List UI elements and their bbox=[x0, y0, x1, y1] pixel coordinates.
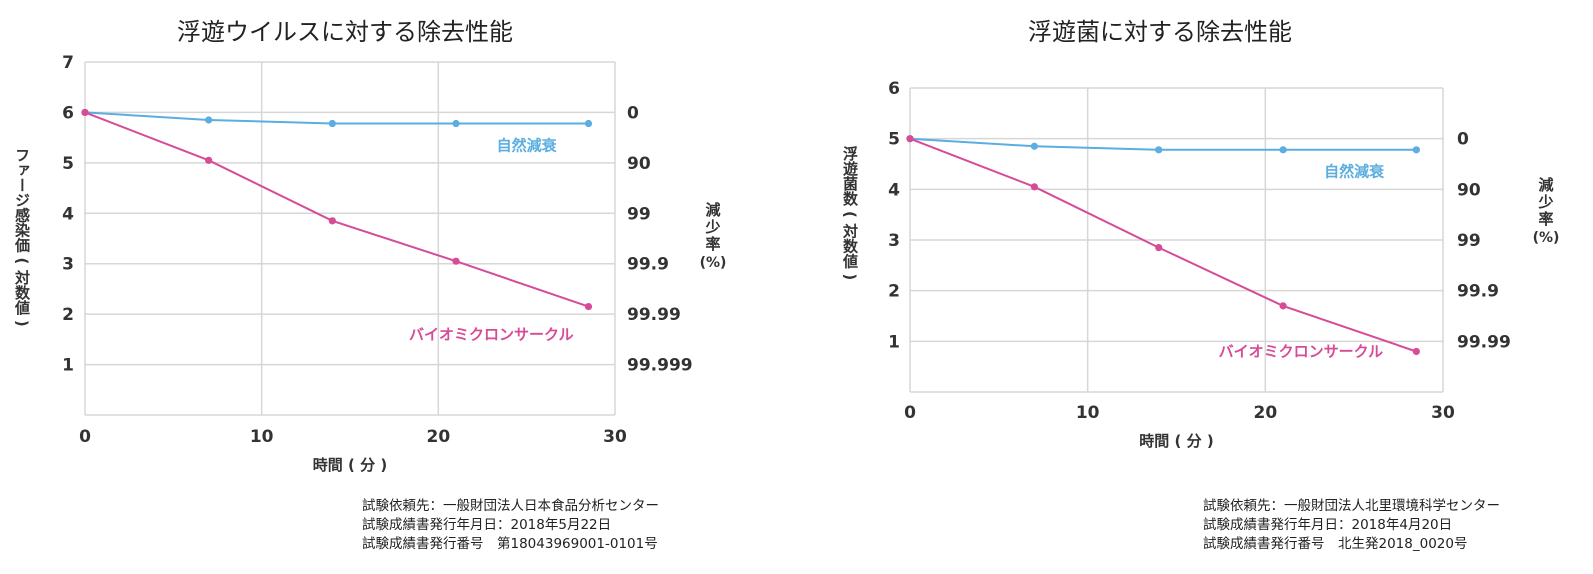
data-point bbox=[1155, 146, 1163, 154]
credits-virus: 試験依頼先：一般財団法人日本食品分析センター 試験成績書発行年月日：2018年5… bbox=[362, 497, 659, 554]
chart-virus: 浮遊ウイルスに対する除去性能 0 10 20 30 1 2 3 4 5 6 7 0 90 99 99.9 99.… bbox=[13, 18, 727, 474]
data-point bbox=[81, 108, 89, 117]
y2-tick-label: 0 bbox=[1457, 130, 1469, 150]
y2-tick-label: 99 bbox=[1457, 231, 1481, 251]
series-label: 自然減衰 bbox=[1324, 163, 1385, 181]
x-tick-label: 0 bbox=[79, 427, 91, 447]
series-label: バイオミクロンサークル bbox=[1219, 343, 1384, 361]
data-point bbox=[584, 119, 593, 128]
chart-bacteria: 浮遊菌に対する除去性能 0 10 20 30 1 2 3 4 5 6 0 90 99 99.9 99.99 時間… bbox=[841, 18, 1560, 450]
y2-axis-label: 減少率(%) bbox=[700, 201, 727, 271]
data-point bbox=[1279, 146, 1287, 154]
x-tick-label: 0 bbox=[904, 403, 916, 423]
y2-tick-label: 99.9 bbox=[627, 255, 669, 275]
data-point bbox=[1030, 142, 1038, 150]
x-axis-label: 時間 ( 分 ) bbox=[313, 456, 387, 474]
y-tick-label: 4 bbox=[62, 204, 74, 224]
data-point bbox=[1030, 183, 1038, 191]
credit-line: 試験依頼先：一般財団法人日本食品分析センター bbox=[362, 498, 659, 514]
x-tick-label: 20 bbox=[1253, 403, 1277, 423]
x-tick-label: 30 bbox=[1431, 403, 1455, 423]
y-tick-label: 2 bbox=[62, 305, 74, 325]
data-point bbox=[452, 257, 460, 265]
y-tick-label: 7 bbox=[62, 53, 74, 73]
y2-tick-label: 90 bbox=[1457, 180, 1481, 200]
y2-axis-label: 減少率(%) bbox=[1533, 176, 1560, 246]
y-tick-label: 3 bbox=[62, 255, 74, 275]
y-axis-label: 浮遊菌数 ( 対数値 ) bbox=[841, 145, 859, 280]
credit-line: 試験依頼先：一般財団法人北里環境科学センター bbox=[1203, 498, 1500, 514]
y2-tick-label: 90 bbox=[627, 154, 651, 174]
x-tick-label: 20 bbox=[426, 427, 450, 447]
data-point bbox=[1412, 146, 1420, 154]
data-point bbox=[1279, 302, 1287, 310]
x-axis-label: 時間 ( 分 ) bbox=[1139, 432, 1213, 450]
credit-line: 試験成績書発行番号 第18043969001-0101号 bbox=[362, 536, 658, 552]
data-point bbox=[328, 217, 336, 225]
y-tick-label: 2 bbox=[888, 282, 900, 302]
x-tick-label: 10 bbox=[250, 427, 274, 447]
y-tick-label: 6 bbox=[888, 79, 900, 99]
data-point bbox=[452, 119, 460, 128]
data-point bbox=[328, 119, 336, 128]
credit-line: 試験成績書発行番号 北生発2018_0020号 bbox=[1203, 536, 1468, 552]
y-tick-label: 4 bbox=[888, 180, 900, 200]
data-point bbox=[1412, 347, 1420, 356]
series-line bbox=[84, 111, 589, 125]
y-tick-label: 5 bbox=[888, 130, 900, 150]
series-label: バイオミクロンサークル bbox=[409, 325, 574, 343]
credits-bacteria: 試験依頼先：一般財団法人北里環境科学センター 試験成績書発行年月日：2018年4… bbox=[1203, 497, 1500, 554]
y2-tick-label: 99.99 bbox=[1457, 332, 1511, 352]
data-point bbox=[1155, 244, 1163, 252]
y-tick-label: 5 bbox=[62, 154, 74, 174]
y2-tick-label: 0 bbox=[627, 103, 639, 123]
y2-tick-label: 99.99 bbox=[627, 305, 681, 325]
data-point bbox=[205, 116, 213, 124]
chart-title: 浮遊ウイルスに対する除去性能 bbox=[177, 18, 513, 46]
data-point bbox=[205, 156, 213, 164]
y2-tick-label: 99.9 bbox=[1457, 282, 1499, 302]
y-tick-label: 3 bbox=[888, 231, 900, 251]
credit-line: 試験成績書発行年月日：2018年4月20日 bbox=[1203, 517, 1453, 533]
x-tick-label: 10 bbox=[1076, 403, 1100, 423]
series-line bbox=[909, 137, 1417, 151]
data-point bbox=[584, 302, 593, 311]
y2-tick-label: 99 bbox=[627, 204, 651, 224]
series-label: 自然減衰 bbox=[497, 136, 558, 154]
y-axis-label: ファージ感染価 ( 対数値 ) bbox=[13, 147, 31, 326]
credit-line: 試験成績書発行年月日：2018年5月22日 bbox=[362, 517, 612, 533]
data-point bbox=[906, 135, 914, 143]
chart-title: 浮遊菌に対する除去性能 bbox=[1028, 18, 1292, 46]
y2-tick-label: 99.999 bbox=[627, 356, 693, 376]
y-tick-label: 6 bbox=[62, 103, 74, 123]
y-tick-label: 1 bbox=[62, 356, 74, 376]
y-tick-label: 1 bbox=[888, 332, 900, 352]
x-tick-label: 30 bbox=[603, 427, 627, 447]
